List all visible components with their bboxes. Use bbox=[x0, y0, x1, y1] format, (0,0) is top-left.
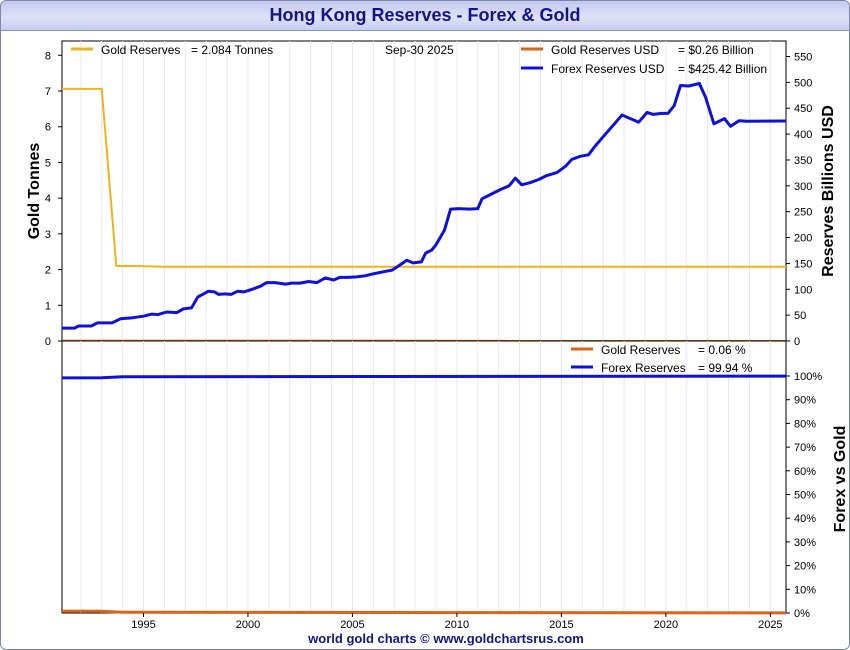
y-left-tick-label: 7 bbox=[45, 86, 51, 98]
x-tick-label: 2010 bbox=[445, 619, 469, 631]
y-right-axis-title-bottom: Forex vs Gold bbox=[832, 426, 849, 533]
y-left-tick-label: 6 bbox=[45, 122, 51, 134]
y-right-pct-tick-label: 0% bbox=[794, 608, 810, 620]
legend-value-gold-pct: = 0.06 % bbox=[698, 343, 746, 357]
y-right-tick-label: 500 bbox=[794, 77, 812, 89]
legend-label-gold: Gold Reserves bbox=[101, 43, 180, 57]
x-tick-label: 2020 bbox=[654, 619, 678, 631]
y-right-pct-tick-label: 40% bbox=[794, 513, 816, 525]
y-right-pct-tick-label: 30% bbox=[794, 537, 816, 549]
y-right-tick-label: 0 bbox=[794, 336, 800, 348]
y-right-pct-tick-label: 50% bbox=[794, 490, 816, 502]
legend-value-forex: = $425.42 Billion bbox=[678, 62, 767, 76]
y-right-tick-label: 100 bbox=[794, 284, 812, 296]
y-left-tick-label: 1 bbox=[45, 300, 51, 312]
y-right-axis-title: Reserves Billions USD bbox=[820, 105, 837, 277]
legend-label-forex: Forex Reserves USD bbox=[551, 62, 665, 76]
legend-value-gold-usd: = $0.26 Billion bbox=[678, 43, 754, 57]
y-right-pct-tick-label: 10% bbox=[794, 584, 816, 596]
bottom-panel: 0% 10% 20% 30% 40% 50% 60% 70% 80% 90% 100% Gold R… bbox=[61, 340, 849, 620]
y-right-tick-label: 50 bbox=[794, 310, 806, 322]
top-panel: 0 1 2 3 4 5 6 7 8 0 50 100 150 200 250 300 350 400 450 500 5… bbox=[26, 40, 837, 348]
x-tick-label: 2015 bbox=[549, 619, 573, 631]
top-legend: Gold Reserves = 2.084 Tonnes Sep-30 2025… bbox=[71, 43, 767, 76]
series-pct-gold-reserves bbox=[61, 609, 787, 615]
x-tick-label: 1995 bbox=[131, 619, 155, 631]
y-right-tick-label: 200 bbox=[794, 233, 812, 245]
y-right-pct-tick-label: 90% bbox=[794, 395, 816, 407]
legend-label-forex-pct: Forex Reserves bbox=[601, 361, 686, 375]
x-tick-label: 2025 bbox=[758, 619, 782, 631]
series-pct-forex-reserves bbox=[61, 374, 787, 380]
date-label: Sep-30 2025 bbox=[385, 43, 454, 57]
y-right-pct-tick-label: 80% bbox=[794, 418, 816, 430]
legend-value-gold: = 2.084 Tonnes bbox=[191, 43, 273, 57]
footer-credit: world gold charts © www.goldchartsrus.co… bbox=[308, 631, 584, 646]
y-left-tick-label: 4 bbox=[45, 193, 51, 205]
bottom-series-group bbox=[61, 374, 787, 615]
x-tick-label: 2005 bbox=[340, 619, 364, 631]
chart-title: Hong Kong Reserves - Forex & Gold bbox=[269, 5, 581, 25]
y-right-tick-label: 450 bbox=[794, 103, 812, 115]
legend-value-forex-pct: = 99.94 % bbox=[698, 361, 753, 375]
bottom-tick-labels: 0% 10% 20% 30% 40% 50% 60% 70% 80% 90% 100% bbox=[786, 371, 822, 620]
y-right-tick-label: 350 bbox=[794, 155, 812, 167]
top-tick-labels: 0 1 2 3 4 5 6 7 8 0 50 100 150 200 250 300 350 400 450 500 5… bbox=[45, 50, 812, 348]
series-forex-reserves-usd bbox=[62, 81, 787, 330]
y-right-pct-tick-label: 20% bbox=[794, 561, 816, 573]
y-right-tick-label: 300 bbox=[794, 181, 812, 193]
bottom-legend: Gold Reserves = 0.06 % Forex Reserves = … bbox=[571, 343, 753, 375]
title-bar: Hong Kong Reserves - Forex & Gold bbox=[1, 1, 849, 31]
y-right-tick-label: 250 bbox=[794, 207, 812, 219]
y-left-tick-label: 2 bbox=[45, 265, 51, 277]
y-left-axis-title: Gold Tonnes bbox=[26, 143, 43, 240]
y-left-tick-label: 5 bbox=[45, 157, 51, 169]
x-tick-label: 2000 bbox=[236, 619, 260, 631]
y-right-tick-label: 550 bbox=[794, 52, 812, 64]
y-right-pct-tick-label: 70% bbox=[794, 442, 816, 454]
y-left-tick-label: 3 bbox=[45, 229, 51, 241]
y-right-pct-tick-label: 60% bbox=[794, 466, 816, 478]
top-plot-area bbox=[61, 40, 787, 342]
legend-label-gold-pct: Gold Reserves bbox=[601, 343, 680, 357]
y-right-tick-label: 150 bbox=[794, 258, 812, 270]
series-gold-reserves bbox=[62, 87, 786, 268]
y-right-pct-tick-label: 100% bbox=[794, 371, 822, 383]
bottom-gridlines bbox=[80, 341, 771, 613]
x-axis-tick-labels: 1995 2000 2005 2010 2015 2020 2025 bbox=[131, 613, 783, 631]
y-right-tick-label: 400 bbox=[794, 129, 812, 141]
y-left-tick-label: 0 bbox=[45, 336, 51, 348]
y-left-tick-label: 8 bbox=[45, 50, 51, 62]
bottom-plot-area bbox=[61, 340, 787, 614]
legend-label-gold-usd: Gold Reserves USD bbox=[551, 43, 659, 57]
